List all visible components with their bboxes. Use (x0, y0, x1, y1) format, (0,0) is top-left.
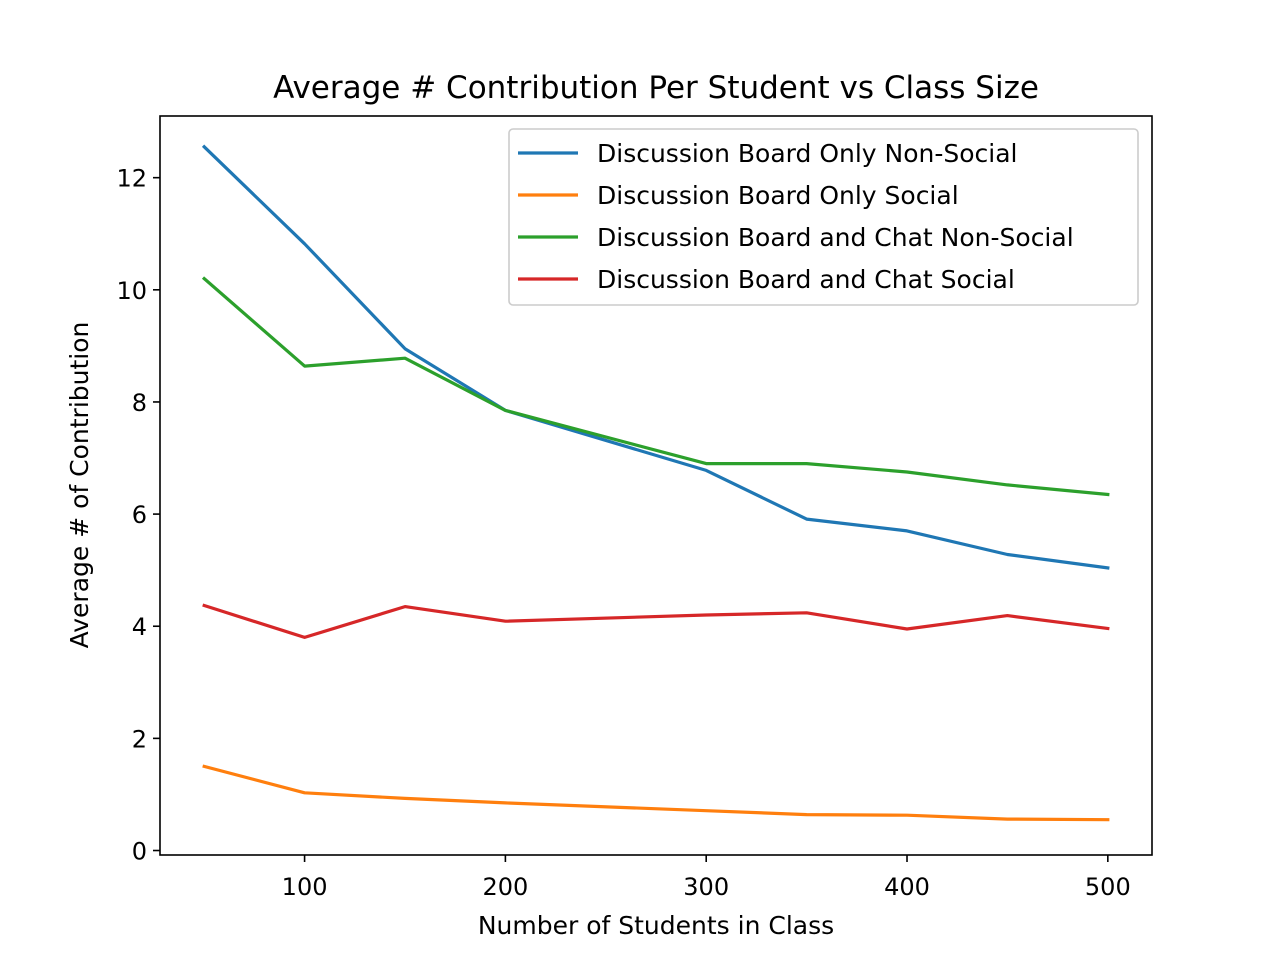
chart-title: Average # Contribution Per Student vs Cl… (273, 70, 1039, 106)
series-line-3 (201, 276, 1110, 497)
plot-area (201, 144, 1110, 822)
y-tick-label-6: 6 (132, 501, 147, 529)
y-tick-label-8: 8 (132, 389, 147, 417)
y-tick-label-0: 0 (132, 838, 147, 866)
axes: 100 200 300 400 500 0 2 4 6 8 10 12 (116, 115, 1153, 901)
y-tick-label-2: 2 (132, 725, 147, 753)
x-tick-label-300: 300 (683, 873, 729, 901)
y-tick-label-12: 12 (116, 165, 147, 193)
series-line-2 (202, 764, 1110, 822)
x-tick-label-200: 200 (482, 873, 528, 901)
legend: Discussion Board Only Non-Social Discussi… (508, 128, 1139, 306)
legend-box (508, 128, 1139, 306)
axes-frame (159, 115, 1153, 856)
y-tick-label-10: 10 (116, 277, 147, 305)
legend-label-1: Discussion Board Only Non-Social (597, 139, 1018, 168)
x-tick-label-400: 400 (884, 873, 930, 901)
legend-label-3: Discussion Board and Chat Non-Social (597, 223, 1074, 252)
legend-label-4: Discussion Board and Chat Social (597, 265, 1015, 294)
y-tick-label-4: 4 (132, 613, 147, 641)
series-line-4 (202, 603, 1110, 640)
x-axis-label: Number of Students in Class (478, 911, 834, 940)
series-line-1 (201, 144, 1110, 570)
x-tick-label-100: 100 (282, 873, 328, 901)
y-axis-label: Average # of Contribution (65, 322, 94, 649)
legend-label-2: Discussion Board Only Social (597, 181, 959, 210)
x-tick-label-500: 500 (1085, 873, 1131, 901)
